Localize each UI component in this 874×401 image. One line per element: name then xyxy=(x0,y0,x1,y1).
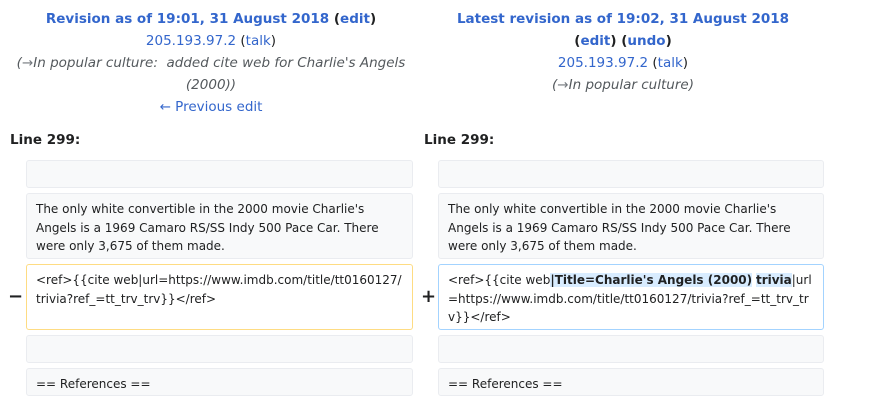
added-line: <ref>{{cite web|Title=Charlie's Angels (… xyxy=(438,264,824,330)
new-user-link[interactable]: 205.193.97.2 xyxy=(557,55,649,71)
new-section-arrow-link[interactable]: → xyxy=(557,77,569,93)
new-talk-link[interactable]: talk xyxy=(657,55,683,71)
new-edit-link[interactable]: edit xyxy=(580,33,611,49)
new-revision-header: Latest revision as of 19:02, 31 August 2… xyxy=(412,8,834,96)
deleted-line: <ref>{{cite web|url=https://www.imdb.com… xyxy=(26,264,413,330)
old-user-line: 205.193.97.2 (talk) xyxy=(145,33,277,49)
plus-marker: + xyxy=(421,286,437,307)
new-user-line: 205.193.97.2 (talk) xyxy=(557,55,689,71)
old-revision-header: Revision as of 19:01, 31 August 2018 (ed… xyxy=(0,8,422,118)
added-highlight-title: |Title=Charlie's Angels (2000) xyxy=(550,273,753,287)
new-revision-actions: (edit) (undo) xyxy=(574,33,672,49)
new-references-heading: == References == xyxy=(438,368,824,396)
old-section-arrow-link[interactable]: → xyxy=(21,55,34,71)
old-context-empty-1 xyxy=(26,160,413,188)
old-revision-link[interactable]: Revision as of 19:01, 31 August 2018 xyxy=(45,11,330,27)
new-edit-summary: (→In popular culture) xyxy=(552,77,694,93)
old-edit-summary: (→In popular culture: added cite web for… xyxy=(16,55,406,93)
old-context-paragraph: The only white convertible in the 2000 m… xyxy=(26,193,413,259)
added-text-end: |url=https://www.imdb.com/title/tt016012… xyxy=(448,273,812,324)
old-context-empty-2 xyxy=(26,335,413,363)
old-talk-link[interactable]: talk xyxy=(245,33,271,49)
old-line-number: Line 299: xyxy=(10,132,81,148)
new-context-paragraph: The only white convertible in the 2000 m… xyxy=(438,193,824,259)
new-section-name: In popular culture xyxy=(568,77,689,93)
old-summary-text: added cite web for Charlie's Angels (200… xyxy=(166,55,406,93)
new-context-empty-2 xyxy=(438,335,824,363)
added-highlight-trivia: trivia xyxy=(755,273,792,287)
old-references-heading: == References == xyxy=(26,368,413,396)
old-user-link[interactable]: 205.193.97.2 xyxy=(145,33,237,49)
minus-marker: − xyxy=(8,286,24,307)
new-revision-link[interactable]: Latest revision as of 19:02, 31 August 2… xyxy=(456,11,790,27)
new-context-empty-1 xyxy=(438,160,824,188)
new-revision-title: Latest revision as of 19:02, 31 August 2… xyxy=(412,8,834,30)
added-text-start: <ref>{{cite web xyxy=(448,273,551,287)
previous-edit-link[interactable]: ← Previous edit xyxy=(159,99,263,115)
new-line-number: Line 299: xyxy=(424,132,495,148)
old-revision-title: Revision as of 19:01, 31 August 2018 (ed… xyxy=(45,11,377,27)
undo-link[interactable]: undo xyxy=(627,33,666,49)
old-edit-link[interactable]: edit xyxy=(340,11,370,27)
old-section-name: In popular culture: xyxy=(33,55,158,71)
